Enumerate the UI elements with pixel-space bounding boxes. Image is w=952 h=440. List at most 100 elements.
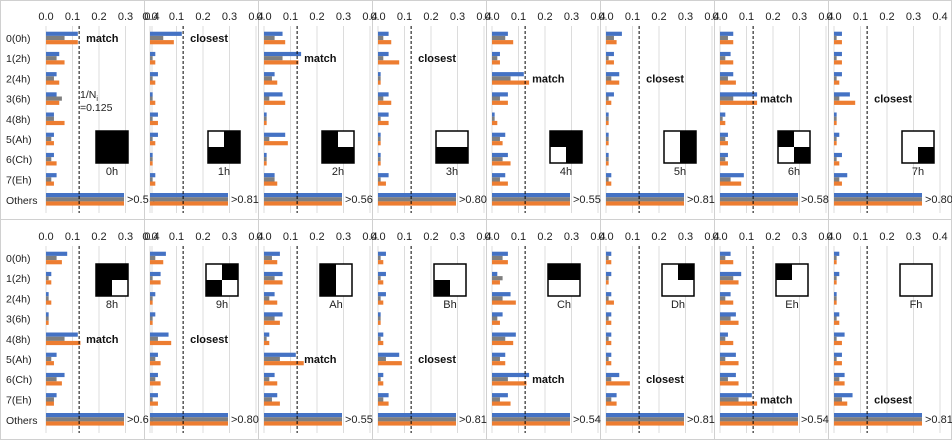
bar-orange bbox=[378, 100, 392, 105]
bar-orange bbox=[834, 60, 842, 65]
others-bar-blue bbox=[46, 413, 124, 418]
bar-dark bbox=[606, 296, 609, 301]
bar-blue bbox=[606, 173, 612, 178]
annotation-closest: closest bbox=[646, 374, 684, 386]
bar-orange bbox=[264, 181, 278, 186]
bar-blue bbox=[378, 31, 389, 36]
pattern-icon-frame bbox=[899, 263, 933, 297]
bar-dark bbox=[720, 136, 726, 142]
bar-blue bbox=[720, 271, 742, 277]
pattern-label: Fh bbox=[910, 299, 923, 311]
bar-dark bbox=[834, 276, 837, 281]
x-tick-label: 0.2 bbox=[765, 11, 780, 23]
bar-blue bbox=[46, 31, 78, 36]
row-label: 3(6h) bbox=[6, 94, 31, 106]
bar-orange bbox=[150, 401, 158, 406]
bar-orange bbox=[378, 120, 389, 126]
others-value-label: >0.81 bbox=[925, 414, 952, 426]
bar-orange bbox=[264, 340, 270, 346]
pattern-cell-filled bbox=[208, 147, 224, 163]
x-tick-label: 0.4 bbox=[932, 11, 947, 23]
bar-dark bbox=[264, 35, 275, 41]
pattern-cell-filled bbox=[680, 131, 696, 147]
bar-orange bbox=[720, 340, 734, 346]
others-bar-orange bbox=[150, 421, 228, 426]
x-tick-label: 0.1 bbox=[511, 11, 526, 23]
x-tick-label: 0.3 bbox=[564, 11, 579, 23]
bar-dark bbox=[378, 276, 381, 281]
x-tick-label: 0.4 bbox=[590, 231, 605, 243]
x-tick-label: 0.1 bbox=[283, 11, 298, 23]
bar-dark bbox=[606, 177, 609, 182]
bar-orange bbox=[378, 161, 381, 166]
x-tick-label: 0.3 bbox=[222, 11, 237, 23]
x-tick-label: 0.4 bbox=[818, 11, 833, 23]
x-tick-label: 0.2 bbox=[195, 231, 210, 243]
row-label: 0(0h) bbox=[6, 253, 31, 265]
bar-dark bbox=[606, 356, 609, 362]
bar-dark bbox=[492, 316, 498, 321]
others-bar-dark bbox=[492, 197, 570, 202]
panel-Ch: 0.0 0.1 0.2 0.3 0.4 >0.54 match Ch bbox=[484, 231, 606, 433]
pattern-label: Dh bbox=[671, 299, 685, 311]
bar-orange bbox=[150, 80, 156, 85]
bar-orange bbox=[720, 280, 739, 285]
bar-dark bbox=[606, 336, 609, 341]
bar-blue bbox=[378, 312, 381, 317]
bar-blue bbox=[150, 173, 156, 178]
x-tick-label: 0.1 bbox=[625, 11, 640, 23]
bar-blue bbox=[834, 132, 840, 137]
x-tick-label: 0.4 bbox=[362, 231, 377, 243]
x-tick-label: 0.0 bbox=[38, 11, 53, 23]
bar-blue bbox=[834, 173, 848, 178]
bar-orange bbox=[720, 60, 734, 65]
bar-orange bbox=[834, 280, 837, 285]
bar-blue bbox=[492, 152, 508, 158]
bar-dark bbox=[46, 136, 52, 142]
pattern-label: Bh bbox=[443, 299, 456, 311]
bar-dark bbox=[150, 136, 153, 142]
bar-orange bbox=[492, 381, 527, 386]
bar-orange bbox=[492, 361, 506, 366]
bar-dark bbox=[46, 76, 54, 81]
bar-dark bbox=[720, 356, 726, 362]
bar-blue bbox=[834, 332, 845, 337]
x-tick-label: 0.1 bbox=[739, 11, 754, 23]
bar-blue bbox=[720, 132, 728, 137]
bar-blue bbox=[46, 251, 68, 256]
bar-blue bbox=[492, 312, 503, 317]
others-value-label: >0.81 bbox=[459, 414, 487, 426]
bar-dark bbox=[150, 336, 158, 341]
bar-blue bbox=[46, 292, 49, 297]
bar-blue bbox=[720, 92, 758, 97]
bar-dark bbox=[150, 296, 153, 301]
pattern-label: 1h bbox=[218, 166, 230, 178]
x-tick-label: 0.3 bbox=[792, 231, 807, 243]
bar-dark bbox=[150, 157, 153, 162]
bar-blue bbox=[46, 112, 54, 117]
bar-orange bbox=[606, 141, 609, 146]
bar-orange bbox=[46, 181, 54, 186]
pattern-cell-filled bbox=[96, 147, 112, 163]
pattern-label: 0h bbox=[106, 166, 118, 178]
bar-dark bbox=[834, 397, 842, 402]
row-label: 1(2h) bbox=[6, 273, 31, 285]
bar-orange bbox=[492, 120, 498, 126]
bar-orange bbox=[492, 280, 500, 285]
bar-blue bbox=[46, 271, 52, 277]
bar-orange bbox=[834, 381, 845, 386]
bar-blue bbox=[834, 51, 842, 57]
annotation-match: match bbox=[86, 33, 119, 45]
pattern-cell-filled bbox=[320, 280, 336, 296]
bar-dark bbox=[46, 157, 52, 162]
others-bar-orange bbox=[264, 201, 342, 206]
bar-blue bbox=[720, 251, 731, 256]
bar-blue bbox=[150, 312, 156, 317]
bar-blue bbox=[150, 332, 169, 337]
bar-dark bbox=[720, 177, 731, 182]
others-bar-blue bbox=[606, 193, 684, 198]
bar-blue bbox=[492, 112, 495, 117]
others-bar-orange bbox=[46, 421, 124, 426]
bar-dark bbox=[492, 116, 495, 121]
x-tick-label: 0.0 bbox=[712, 11, 727, 23]
